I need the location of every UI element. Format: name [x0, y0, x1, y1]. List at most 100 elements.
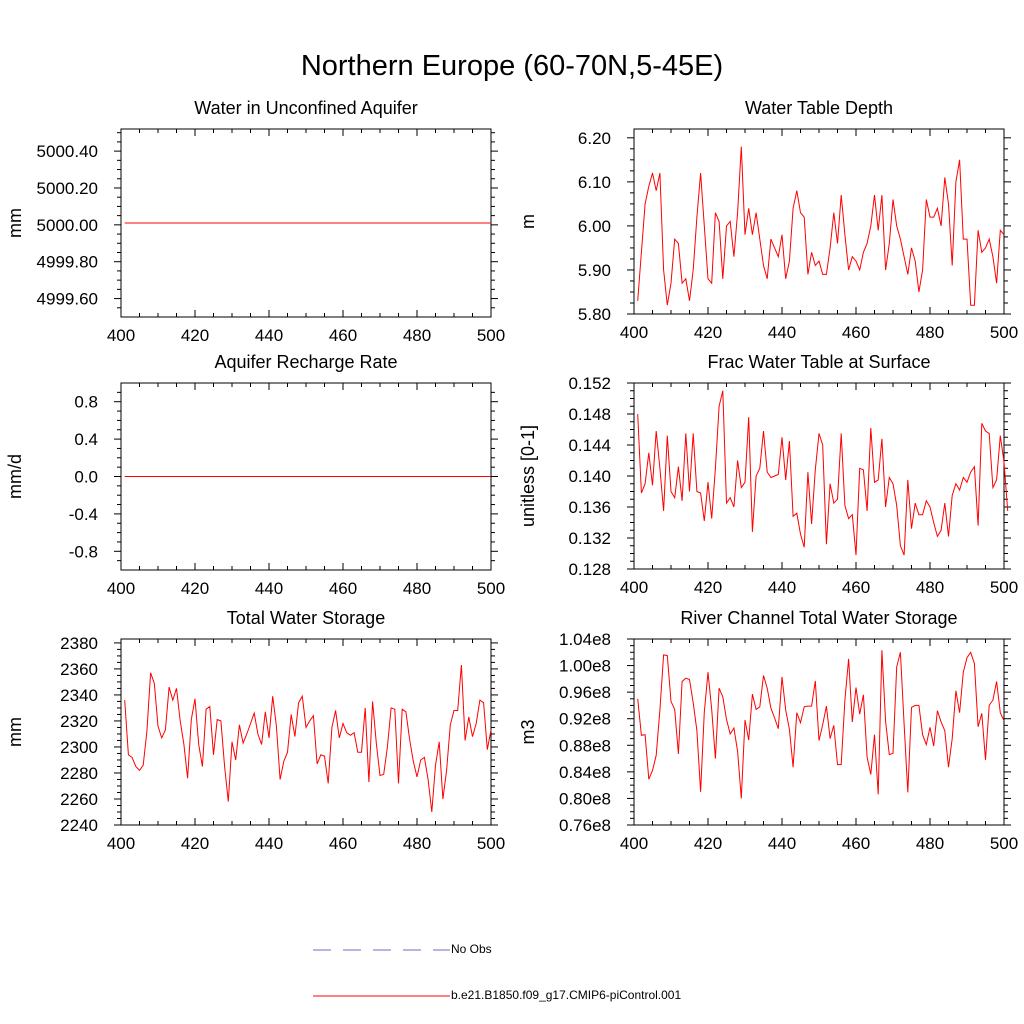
- y-tick-label: 0.76e8: [559, 816, 611, 835]
- y-tick-label: 0.88e8: [559, 736, 611, 755]
- x-tick-label: 420: [181, 579, 209, 598]
- y-tick-label: 0.148: [568, 405, 611, 424]
- y-axis-label: m3: [518, 719, 538, 744]
- y-tick-label: 1.04e8: [559, 630, 611, 649]
- x-tick-label: 460: [842, 578, 870, 597]
- y-axis-label: mm: [5, 208, 25, 238]
- y-tick-label: 6.20: [578, 129, 611, 148]
- x-tick-label: 440: [255, 326, 283, 345]
- y-tick-label: 0.92e8: [559, 710, 611, 729]
- y-tick-label: -0.4: [69, 505, 98, 524]
- panel-water-in-unconfined-aquifer: Water in Unconfined Aquifer mm 400 420 440 46…: [5, 98, 505, 345]
- x-tick-label: 420: [694, 323, 722, 342]
- x-tick-label: 400: [107, 834, 135, 853]
- x-tick-label: 440: [255, 834, 283, 853]
- panel-title: Aquifer Recharge Rate: [214, 352, 397, 372]
- y-tick-label: 0.96e8: [559, 683, 611, 702]
- x-tick-label: 500: [990, 323, 1018, 342]
- y-tick-label: -0.8: [69, 542, 98, 561]
- legend-model-label: b.e21.B1850.f09_g17.CMIP6-piControl.001: [451, 988, 682, 1002]
- x-tick-label: 480: [916, 578, 944, 597]
- legend-obs-label: No Obs: [451, 942, 492, 956]
- panel-title: Water in Unconfined Aquifer: [194, 98, 417, 118]
- series-line-frac-water-table-at-surface: [637, 390, 1009, 556]
- x-tick-label: 500: [477, 579, 505, 598]
- x-tick-label: 440: [768, 834, 796, 853]
- panel-aquifer-recharge-rate: Aquifer Recharge Rate mm/d 400 420 440 460 480…: [5, 352, 505, 598]
- x-tick-label: 480: [916, 834, 944, 853]
- x-tick-label: 400: [620, 323, 648, 342]
- x-tick-label: 460: [842, 834, 870, 853]
- y-tick-label: 2320: [60, 712, 98, 731]
- series-line-total-water-storage: [124, 664, 492, 813]
- x-tick-label: 400: [107, 579, 135, 598]
- panel-frac-water-table-at-surface: Frac Water Table at Surface unitless [0-1…: [518, 352, 1018, 597]
- x-tick-label: 500: [477, 834, 505, 853]
- y-tick-label: 5.80: [578, 305, 611, 324]
- x-tick-label: 500: [990, 578, 1018, 597]
- y-tick-label: 5.90: [578, 261, 611, 280]
- x-tick-label: 460: [329, 326, 357, 345]
- panel-river-channel-total-water-storage: River Channel Total Water Storage m3 400 42…: [518, 608, 1018, 853]
- x-tick-label: 480: [403, 326, 431, 345]
- y-tick-label: 0.84e8: [559, 763, 611, 782]
- x-tick-label: 480: [403, 579, 431, 598]
- y-tick-label: 0.80e8: [559, 789, 611, 808]
- panel-total-water-storage: Total Water Storage mm 400 420 440 460 480 500 2…: [5, 608, 505, 853]
- y-tick-label: 2280: [60, 764, 98, 783]
- y-tick-label: 2260: [60, 790, 98, 809]
- series-line-water-table-depth: [637, 146, 1005, 306]
- y-tick-label: 2360: [60, 660, 98, 679]
- y-tick-label: 0.128: [568, 560, 611, 579]
- x-tick-label: 480: [916, 323, 944, 342]
- x-tick-label: 420: [181, 834, 209, 853]
- y-tick-label: 5000.20: [37, 179, 98, 198]
- y-tick-label: 2340: [60, 686, 98, 705]
- y-tick-label: 0.140: [568, 467, 611, 486]
- series-line-river-channel-total-water-storage: [637, 650, 1005, 799]
- y-axis-label: unitless [0-1]: [518, 425, 538, 527]
- y-axis-label: mm: [5, 717, 25, 747]
- y-axis-label: m: [518, 214, 538, 229]
- y-tick-label: 2240: [60, 816, 98, 835]
- figure-title: Northern Europe (60-70N,5-45E): [300, 50, 724, 82]
- x-tick-label: 420: [694, 578, 722, 597]
- x-tick-label: 400: [620, 834, 648, 853]
- x-tick-label: 440: [768, 578, 796, 597]
- panel-title: Frac Water Table at Surface: [707, 352, 930, 372]
- y-tick-label: 2380: [60, 634, 98, 653]
- x-tick-label: 500: [477, 326, 505, 345]
- x-tick-label: 460: [329, 834, 357, 853]
- x-tick-label: 440: [768, 323, 796, 342]
- panel-title: River Channel Total Water Storage: [680, 608, 957, 628]
- x-tick-label: 420: [694, 834, 722, 853]
- x-tick-label: 500: [990, 834, 1018, 853]
- y-tick-label: 0.136: [568, 498, 611, 517]
- x-tick-label: 460: [329, 579, 357, 598]
- y-tick-label: 0.152: [568, 374, 611, 393]
- x-tick-label: 400: [107, 326, 135, 345]
- y-tick-label: 4999.60: [37, 290, 98, 309]
- x-tick-label: 400: [620, 578, 648, 597]
- y-tick-label: 0.144: [568, 436, 611, 455]
- y-tick-label: 0.8: [74, 393, 98, 412]
- y-tick-label: 5000.40: [37, 142, 98, 161]
- x-tick-label: 460: [842, 323, 870, 342]
- panel-title: Total Water Storage: [227, 608, 385, 628]
- x-tick-label: 440: [255, 579, 283, 598]
- y-tick-label: 0.0: [74, 468, 98, 487]
- panel-title: Water Table Depth: [745, 98, 893, 118]
- y-tick-label: 6.00: [578, 217, 611, 236]
- y-tick-label: 2300: [60, 738, 98, 757]
- y-tick-label: 0.4: [74, 430, 98, 449]
- panel-water-table-depth: Water Table Depth m 400 420 440 460 480 500 5.80…: [518, 98, 1018, 342]
- y-tick-label: 4999.80: [37, 253, 98, 272]
- y-tick-label: 6.10: [578, 173, 611, 192]
- x-tick-label: 420: [181, 326, 209, 345]
- y-tick-label: 1.00e8: [559, 657, 611, 676]
- y-axis-label: mm/d: [5, 454, 25, 499]
- y-tick-label: 0.132: [568, 529, 611, 548]
- y-tick-label: 5000.00: [37, 216, 98, 235]
